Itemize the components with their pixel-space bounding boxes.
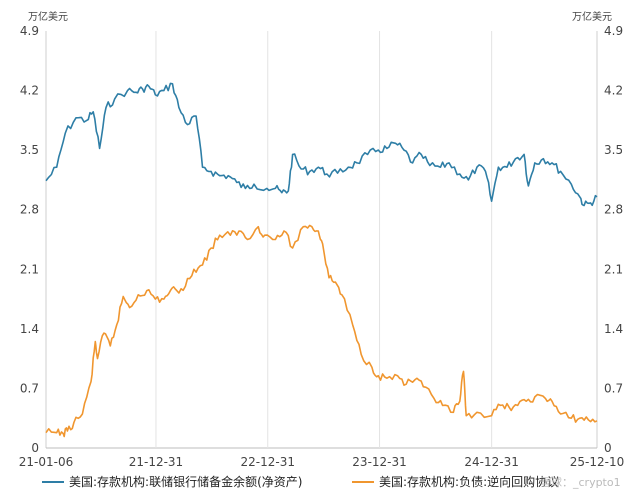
legend-label-2: 美国:存款机构:负债:逆向回购协议 bbox=[379, 474, 559, 489]
x-tick-label: 21-12-31 bbox=[129, 455, 183, 469]
legend-label-1: 美国:存款机构:联储银行储备金余额(净资产) bbox=[69, 474, 302, 489]
x-tick-label: 23-12-31 bbox=[352, 455, 406, 469]
y-tick-label-left: 4.9 bbox=[20, 24, 39, 38]
y-tick-label-right: 0 bbox=[604, 441, 612, 455]
y-tick-label-left: 4.2 bbox=[20, 84, 39, 98]
y-tick-label-left: 0 bbox=[31, 441, 39, 455]
legend: 美国:存款机构:联储银行储备金余额(净资产) 美国:存款机构:负债:逆向回购协议 bbox=[42, 474, 559, 489]
x-tick-label: 24-12-31 bbox=[464, 455, 518, 469]
x-axis: 21-01-06 21-12-31 22-12-31 23-12-31 24-12-31… bbox=[19, 455, 624, 469]
y-tick-label-left: 2.1 bbox=[20, 262, 39, 276]
right-y-axis: 0 0.7 1.4 2.1 2.8 3.5 4.2 4.9 bbox=[604, 24, 623, 455]
x-tick-label: 25-12-10 bbox=[570, 455, 624, 469]
y-tick-label-right: 4.2 bbox=[604, 84, 623, 98]
left-axis-unit: 万亿美元 bbox=[28, 10, 68, 23]
watermark: 雪球：_crypto1 bbox=[540, 475, 621, 489]
y-tick-label-right: 1.4 bbox=[604, 322, 623, 336]
series-line-1 bbox=[45, 82, 598, 207]
y-tick-label-right: 2.8 bbox=[604, 203, 623, 217]
y-tick-label-left: 3.5 bbox=[20, 143, 39, 157]
grid-lines bbox=[45, 31, 598, 449]
y-tick-label-left: 0.7 bbox=[20, 381, 39, 395]
y-tick-label-left: 1.4 bbox=[20, 322, 39, 336]
y-tick-label-right: 3.5 bbox=[604, 143, 623, 157]
y-tick-label-right: 0.7 bbox=[604, 381, 623, 395]
series-line-2 bbox=[45, 224, 598, 438]
y-tick-label-left: 2.8 bbox=[20, 203, 39, 217]
y-tick-label-right: 4.9 bbox=[604, 24, 623, 38]
x-tick-label: 22-12-31 bbox=[241, 455, 295, 469]
right-axis-unit: 万亿美元 bbox=[572, 10, 612, 23]
y-tick-label-right: 2.1 bbox=[604, 262, 623, 276]
plot-area bbox=[45, 82, 598, 438]
x-tick-label: 21-01-06 bbox=[19, 455, 73, 469]
left-y-axis: 0 0.7 1.4 2.1 2.8 3.5 4.2 4.9 bbox=[20, 24, 39, 455]
